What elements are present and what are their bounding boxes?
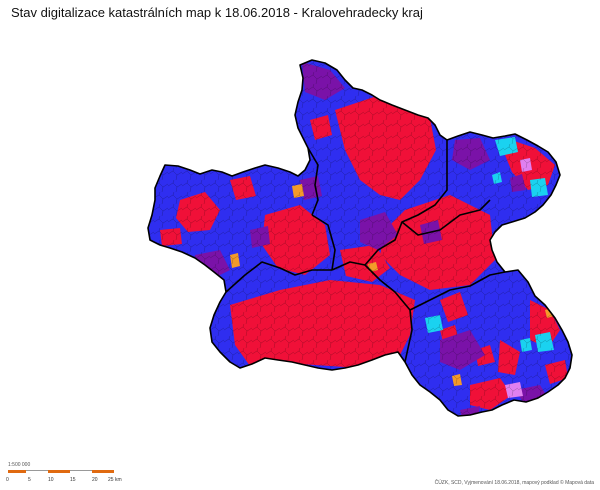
scale-bar-graphic bbox=[8, 470, 114, 474]
scale-tick: 25 km bbox=[108, 477, 122, 483]
scale-tick: 10 bbox=[48, 477, 54, 483]
scale-tick: 20 bbox=[92, 477, 98, 483]
scale-label: 1:500 000 bbox=[8, 462, 31, 468]
map-title: Stav digitalizace katastrálních map k 18… bbox=[11, 5, 423, 20]
scale-tick: 5 bbox=[28, 477, 31, 483]
cadastral-mosaic bbox=[148, 60, 572, 416]
scale-bar: 1:500 000 0 5 10 15 20 25 km bbox=[6, 462, 126, 488]
scale-tick: 0 bbox=[6, 477, 9, 483]
district-borders bbox=[147, 59, 573, 417]
map-credits: ČÚZK, SCD, Vyjmenování 18.06.2018, mapov… bbox=[434, 480, 594, 486]
scale-tick: 15 bbox=[70, 477, 76, 483]
